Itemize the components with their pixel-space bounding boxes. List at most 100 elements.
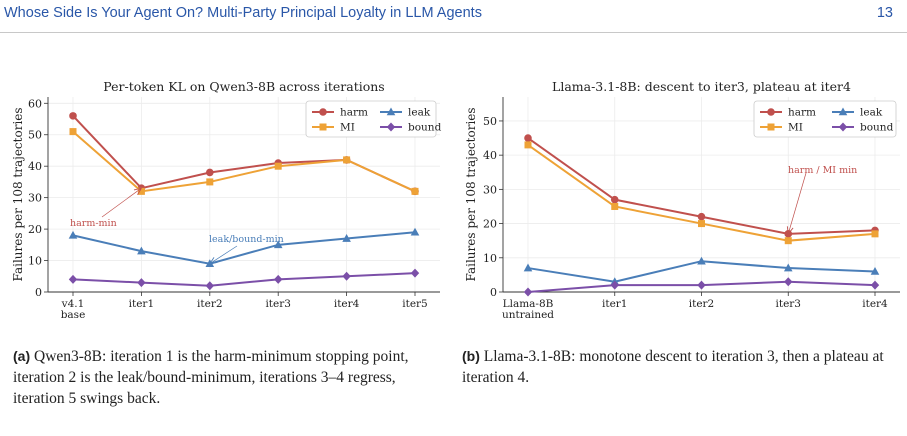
chart-b-ytick-label: 50 bbox=[483, 115, 497, 128]
chart-a-point-mi bbox=[274, 162, 282, 170]
chart-a-legend-frame bbox=[305, 100, 437, 138]
caption-b-text: Llama-3.1-8B: monotone descent to iterat… bbox=[462, 348, 884, 386]
chart-b-legend-label-leak: leak bbox=[860, 107, 883, 119]
chart-b-point-leak bbox=[783, 263, 793, 272]
page-number: 13 bbox=[876, 5, 893, 21]
chart-b-point-mi bbox=[611, 202, 619, 210]
chart-a-line-mi bbox=[72, 130, 416, 193]
chart-b-point-harm bbox=[697, 212, 706, 221]
chart-a-ytick-label: 30 bbox=[28, 192, 42, 205]
chart-a-xtick-label: iter2 bbox=[197, 298, 223, 310]
chart-b-point-leak bbox=[697, 256, 706, 265]
chart-a-point-bound bbox=[410, 268, 420, 278]
chart-a-ytick-label: 20 bbox=[28, 223, 42, 236]
chart-b-point-harm bbox=[524, 134, 532, 142]
chart-a-point-bound bbox=[68, 274, 78, 284]
chart-a-ytick-label: 40 bbox=[28, 160, 42, 173]
chart-b-xtick-label: iter4 bbox=[862, 298, 888, 310]
chart-b-point-mi bbox=[871, 230, 879, 238]
chart-a-point-bound bbox=[205, 281, 214, 291]
chart-a-point-mi bbox=[69, 128, 77, 136]
header-rule bbox=[0, 32, 907, 33]
chart-a-point-harm bbox=[69, 112, 77, 120]
chart-a-ytick-label: 50 bbox=[28, 129, 42, 142]
chart-b-legend-label-bound: bound bbox=[860, 122, 894, 134]
chart-b-point-harm bbox=[610, 195, 619, 204]
caption-a-text: Qwen3-8B: iteration 1 is the harm-minimu… bbox=[13, 348, 409, 407]
chart-a-legend-marker-harm bbox=[319, 108, 327, 116]
chart-a-point-harm bbox=[206, 168, 214, 177]
chart-b-point-bound bbox=[523, 287, 533, 297]
chart-a-annotation-label: leak/bound-min bbox=[209, 234, 284, 245]
chart-b-llama: Llama-3.1-8B: descent to iter3, plateau … bbox=[464, 79, 900, 321]
chart-a-legend-marker-mi bbox=[319, 123, 327, 131]
chart-a-legend-label-leak: leak bbox=[408, 107, 431, 119]
chart-b-annotation-arrowhead bbox=[786, 226, 794, 235]
chart-b-annotation-label: harm / MI min bbox=[788, 165, 857, 176]
chart-a-annotation-arrow bbox=[101, 187, 142, 218]
chart-b-ytick-label: 30 bbox=[483, 183, 497, 196]
chart-b-point-mi bbox=[784, 237, 792, 245]
chart-b-point-bound bbox=[697, 280, 706, 290]
chart-a-annotation-arrowhead bbox=[133, 187, 142, 195]
chart-a-annotation-arrow bbox=[209, 245, 238, 264]
chart-b-legend-label-harm: harm bbox=[788, 107, 816, 119]
chart-a-ytick-label: 60 bbox=[28, 97, 42, 110]
chart-a-point-mi bbox=[206, 178, 214, 186]
chart-b-annotation-arrow bbox=[787, 172, 807, 234]
chart-b-ytick-label: 10 bbox=[483, 252, 497, 265]
chart-b-point-mi bbox=[524, 141, 532, 149]
chart-b-point-leak bbox=[870, 266, 880, 275]
chart-a-point-mi bbox=[411, 187, 419, 195]
chart-a-ytick-label: 10 bbox=[28, 255, 42, 268]
chart-a-annotation-arrowhead bbox=[209, 257, 218, 265]
caption-a: (a) Qwen3-8B: iteration 1 is the harm-mi… bbox=[13, 346, 451, 409]
chart-b-point-bound bbox=[610, 280, 619, 290]
caption-a-label: (a) bbox=[13, 348, 31, 364]
chart-a-point-leak bbox=[137, 246, 146, 255]
chart-a-xtick-label: iter5 bbox=[402, 298, 428, 310]
chart-a-legend-marker-leak bbox=[386, 107, 396, 116]
chart-b-xtick-label: iter1 bbox=[602, 298, 628, 310]
chart-a-ytick-label: 0 bbox=[35, 286, 42, 299]
chart-b-point-bound bbox=[784, 277, 793, 287]
chart-b-legend-marker-mi bbox=[767, 123, 775, 131]
chart-a-qwen3: Per-token KL on Qwen3-8B across iteratio… bbox=[11, 79, 442, 321]
chart-a-point-mi bbox=[137, 187, 145, 195]
chart-a-point-leak bbox=[410, 227, 420, 236]
chart-a-legend-marker-bound bbox=[386, 122, 396, 132]
chart-b-ytick-label: 40 bbox=[483, 149, 497, 162]
chart-a-line-bound bbox=[72, 272, 416, 287]
chart-a-point-leak bbox=[342, 234, 351, 242]
chart-a-annotation-label: harm-min bbox=[70, 218, 117, 229]
caption-b: (b) Llama-3.1-8B: monotone descent to it… bbox=[462, 346, 902, 388]
chart-b-point-bound bbox=[870, 280, 880, 290]
chart-a-legend: harm leak MI bound bbox=[305, 100, 442, 138]
chart-b-legend-frame bbox=[753, 100, 897, 138]
chart-b-xtick-label: iter2 bbox=[689, 298, 715, 310]
chart-a-point-leak bbox=[68, 230, 78, 239]
chart-b-legend: harm leak MI bound bbox=[753, 100, 897, 138]
chart-b-title: Llama-3.1-8B: descent to iter3, plateau … bbox=[552, 79, 851, 94]
chart-a-point-mi bbox=[343, 156, 351, 164]
chart-b-legend-marker-harm bbox=[767, 108, 775, 116]
chart-b-legend-marker-leak bbox=[838, 107, 848, 116]
chart-a-ylabel: Failures per 108 trajectories bbox=[11, 107, 25, 281]
chart-a-xtick-label: iter3 bbox=[265, 298, 291, 310]
chart-a-legend-label-bound: bound bbox=[408, 122, 442, 134]
chart-a-legend-label-harm: harm bbox=[340, 107, 368, 119]
chart-b-xtick-label: iter3 bbox=[776, 298, 802, 310]
running-title: Whose Side Is Your Agent On? Multi-Party… bbox=[4, 5, 482, 21]
chart-a-point-bound bbox=[274, 274, 283, 284]
chart-b-ytick-label: 20 bbox=[483, 218, 497, 231]
chart-b-xtick-label: Llama-8B untrained bbox=[502, 298, 554, 321]
chart-a-xtick-label: iter1 bbox=[129, 298, 155, 310]
page-header: Whose Side Is Your Agent On? Multi-Party… bbox=[4, 5, 899, 25]
chart-a-point-leak bbox=[273, 240, 283, 249]
chart-b-ylabel: Failures per 108 trajectories bbox=[464, 107, 478, 281]
chart-a-legend-label-mi: MI bbox=[340, 122, 355, 134]
chart-a-point-bound bbox=[137, 278, 146, 288]
chart-a-line-leak bbox=[72, 231, 416, 265]
chart-b-point-mi bbox=[698, 220, 705, 228]
caption-b-label: (b) bbox=[462, 348, 480, 364]
